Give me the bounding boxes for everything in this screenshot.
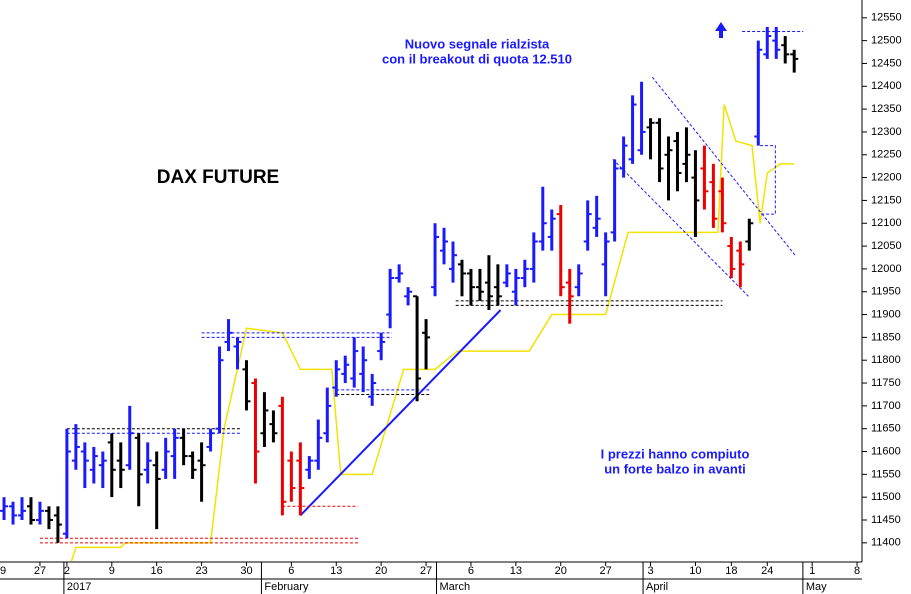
x-tick-label: 23 xyxy=(195,565,207,577)
y-tick-label: 12000 xyxy=(871,263,902,275)
y-tick-label: 12100 xyxy=(871,217,902,229)
x-tick-label: 6 xyxy=(468,565,474,577)
x-tick-label: 16 xyxy=(151,565,163,577)
plot-area xyxy=(0,26,804,562)
x-tick-label: 20 xyxy=(375,565,387,577)
annotation: Nuovo segnale rialzista xyxy=(405,36,550,51)
y-tick-label: 11900 xyxy=(871,308,901,320)
month-label: May xyxy=(806,581,827,593)
month-label: February xyxy=(264,581,309,593)
x-tick-label: 3 xyxy=(647,565,653,577)
y-tick-label: 11400 xyxy=(871,537,901,549)
month-label: April xyxy=(646,581,668,593)
y-tick-label: 12250 xyxy=(871,149,902,161)
y-tick-label: 11750 xyxy=(871,377,901,389)
y-tick-label: 12200 xyxy=(871,172,902,184)
x-tick-label: 27 xyxy=(600,565,612,577)
y-tick-label: 11500 xyxy=(871,491,901,503)
x-tick-label: 27 xyxy=(420,565,432,577)
y-tick-label: 12500 xyxy=(871,35,902,47)
y-tick-label: 12400 xyxy=(871,80,902,92)
chart-title: DAX FUTURE xyxy=(157,167,279,188)
x-tick-label: 9 xyxy=(0,565,6,577)
arrow-icon xyxy=(715,22,727,38)
x-tick-label: 13 xyxy=(510,565,522,577)
month-label: 2017 xyxy=(67,581,91,593)
y-tick-label: 11850 xyxy=(871,331,901,343)
x-tick-label: 30 xyxy=(240,565,252,577)
level-line xyxy=(651,76,796,256)
level-line xyxy=(612,158,749,297)
y-tick-label: 12050 xyxy=(871,240,902,252)
annotation: I prezzi hanno compiuto xyxy=(601,446,750,461)
overlay-line xyxy=(299,309,502,517)
x-tick-label: 20 xyxy=(555,565,567,577)
y-tick-label: 11800 xyxy=(871,354,901,366)
x-tick-label: 27 xyxy=(34,565,46,577)
x-tick-label: 24 xyxy=(761,565,773,577)
x-tick-label: 1 xyxy=(809,565,815,577)
x-tick-label: 6 xyxy=(288,565,294,577)
x-tick-label: 10 xyxy=(689,565,701,577)
y-tick-label: 11550 xyxy=(871,468,901,480)
y-tick-label: 12450 xyxy=(871,57,902,69)
y-tick-label: 12150 xyxy=(871,194,902,206)
x-tick-label: 9 xyxy=(109,565,115,577)
y-tick-label: 11650 xyxy=(871,423,901,435)
month-label: March xyxy=(440,581,471,593)
y-tick-label: 11600 xyxy=(871,445,901,457)
x-tick-label: 13 xyxy=(330,565,342,577)
annotation: con il breakout di quota 12.510 xyxy=(382,51,572,66)
overlay-line xyxy=(70,104,795,562)
x-tick-label: 18 xyxy=(725,565,737,577)
y-tick-label: 11450 xyxy=(871,514,901,526)
annotation: un forte balzo in avanti xyxy=(604,461,746,476)
y-tick-label: 11700 xyxy=(871,400,901,412)
y-tick-label: 12350 xyxy=(871,103,902,115)
y-tick-label: 12300 xyxy=(871,126,902,138)
y-tick-label: 12550 xyxy=(871,12,902,24)
x-tick-label: 8 xyxy=(854,565,860,577)
x-tick-label: 2 xyxy=(64,565,70,577)
y-tick-label: 11950 xyxy=(871,286,901,298)
level-line xyxy=(760,145,776,215)
